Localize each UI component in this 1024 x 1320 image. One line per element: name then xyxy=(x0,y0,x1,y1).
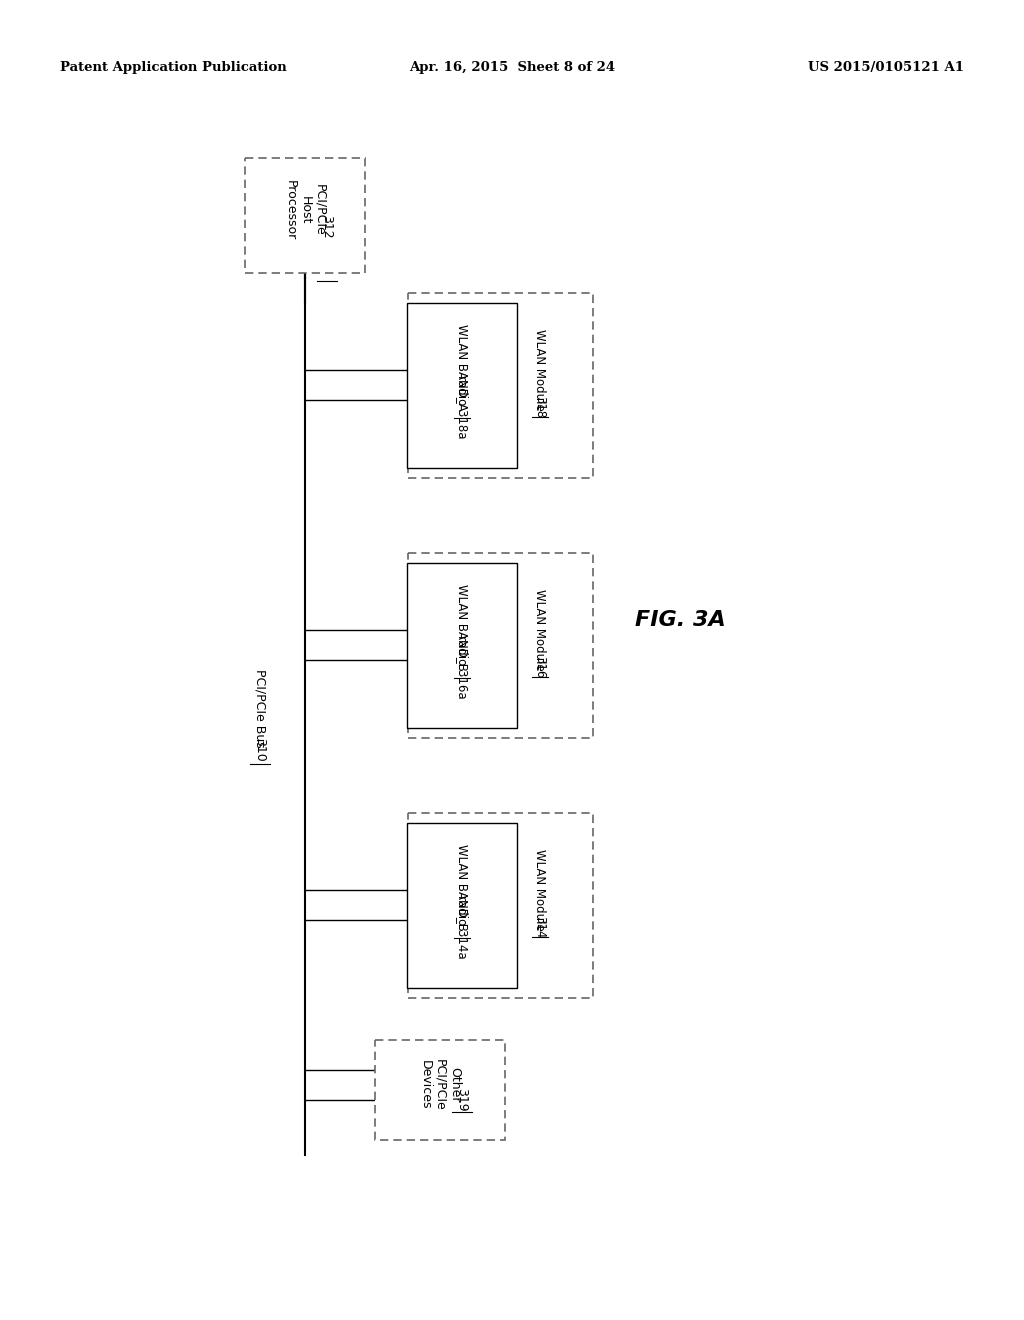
Text: WLAN Module: WLAN Module xyxy=(534,329,547,411)
Text: radio 316a: radio 316a xyxy=(456,635,469,698)
Text: WLAN Module: WLAN Module xyxy=(534,589,547,671)
Text: PCI/PCIe
Host
Processor: PCI/PCIe Host Processor xyxy=(284,180,327,240)
Bar xyxy=(407,822,517,987)
Text: radio 314a: radio 314a xyxy=(456,895,469,958)
Text: radio 318a: radio 318a xyxy=(456,375,469,438)
Text: WLAN BAND_B: WLAN BAND_B xyxy=(456,843,469,931)
Text: US 2015/0105121 A1: US 2015/0105121 A1 xyxy=(808,62,964,74)
Text: Patent Application Publication: Patent Application Publication xyxy=(60,62,287,74)
Text: 312: 312 xyxy=(321,215,334,239)
Text: PCI/PCIe Bus: PCI/PCIe Bus xyxy=(254,669,266,747)
Text: 316: 316 xyxy=(534,656,547,678)
Text: Apr. 16, 2015  Sheet 8 of 24: Apr. 16, 2015 Sheet 8 of 24 xyxy=(409,62,615,74)
Bar xyxy=(408,293,593,478)
Text: WLAN BAND_B: WLAN BAND_B xyxy=(456,583,469,671)
Bar xyxy=(245,157,365,272)
Bar xyxy=(407,302,517,467)
Text: FIG. 3A: FIG. 3A xyxy=(635,610,725,630)
Text: 314: 314 xyxy=(534,916,547,939)
Text: 318: 318 xyxy=(534,396,547,418)
Text: WLAN Module: WLAN Module xyxy=(534,849,547,931)
Bar xyxy=(408,813,593,998)
Text: 319: 319 xyxy=(456,1088,469,1111)
Bar xyxy=(408,553,593,738)
Text: WLAN BAND_A: WLAN BAND_A xyxy=(456,323,469,411)
Bar xyxy=(375,1040,505,1140)
Text: Other
PCI/PCIe
Devices: Other PCI/PCIe Devices xyxy=(419,1059,462,1111)
Bar xyxy=(407,562,517,727)
Text: 310: 310 xyxy=(254,738,266,762)
